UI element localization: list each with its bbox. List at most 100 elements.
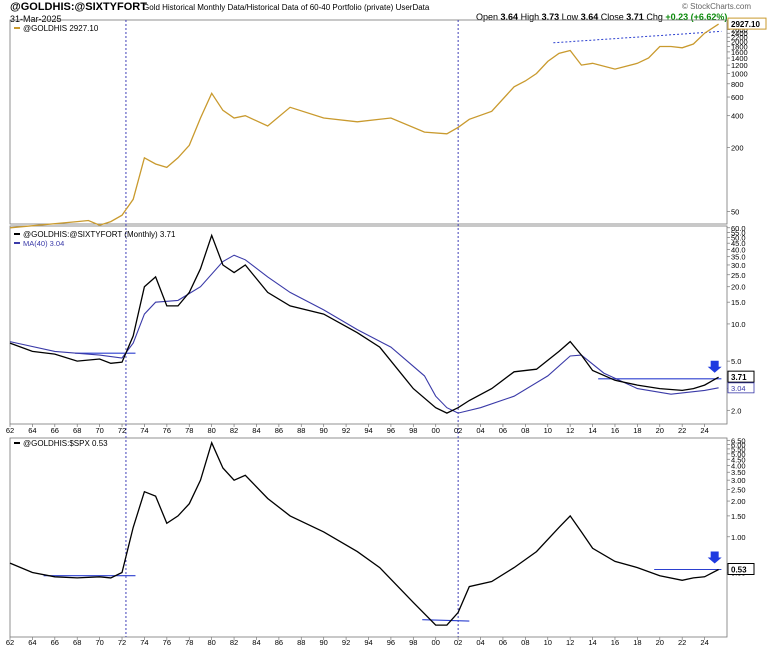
ratio-last-value-box <box>727 370 755 383</box>
ratio-xtick-label: 74 <box>140 426 148 435</box>
ratio-ytick-label: 30.0 <box>731 261 746 270</box>
ma40-last-value-box <box>727 382 755 394</box>
gold-ytick-label: 1600 <box>731 48 748 57</box>
ratio-xtick-label: 98 <box>409 426 417 435</box>
spx-xtick-label: 02 <box>454 638 462 647</box>
ratio-legend-label: @GOLDHIS:@SIXTYFORT (Monthly) 3.71 <box>23 230 176 239</box>
spx-legend-label: @GOLDHIS:$SPX 0.53 <box>23 439 108 448</box>
ratio-ytick-label: 60.0 <box>731 224 746 233</box>
ratio-xtick-label: 68 <box>73 426 81 435</box>
ratio-xtick-label: 62 <box>6 426 14 435</box>
low-value: 3.64 <box>580 12 599 22</box>
spx-xtick-label: 98 <box>409 638 417 647</box>
gold-ytick-label: 400 <box>731 112 744 121</box>
spx-last-value-box <box>727 562 755 575</box>
gold-ytick-label: 2400 <box>731 29 748 38</box>
spx-xtick-label: 22 <box>678 638 686 647</box>
spx-xtick-label: 78 <box>185 638 193 647</box>
ratio-xtick-label: 72 <box>118 426 126 435</box>
ratio-xtick-label: 80 <box>207 426 215 435</box>
ratio-line <box>9 233 719 414</box>
open-label: Open <box>476 12 499 22</box>
spx-xtick-label: 76 <box>163 638 171 647</box>
ratio-xtick-label: 64 <box>28 426 36 435</box>
spx-down-arrow-icon <box>707 551 722 564</box>
spx-ytick-label: 3.50 <box>731 468 746 477</box>
ratio-xtick-label: 00 <box>432 426 440 435</box>
spx-xtick-label: 74 <box>140 638 148 647</box>
ratio-xtick-label: 96 <box>387 426 395 435</box>
ratio-ytick-label: 20.0 <box>731 283 746 292</box>
spx-ytick-label: 2.50 <box>731 486 746 495</box>
ratio-ytick-label: 50.0 <box>731 234 746 243</box>
spx-xtick-label: 88 <box>297 638 305 647</box>
ratio-last-value: 3.71 <box>731 373 747 382</box>
gold-legend-label: @GOLDHIS 2927.10 <box>23 24 99 33</box>
ratio-xtick-label: 70 <box>95 426 103 435</box>
ratio-xtick-label: 10 <box>544 426 552 435</box>
ratio-ytick-label: 55.0 <box>731 228 746 237</box>
ratio-xtick-label: 18 <box>633 426 641 435</box>
spx-ytick-label: 4.00 <box>731 461 746 470</box>
gold-ytick-label: 200 <box>731 144 744 153</box>
ratio-xtick-label: 20 <box>656 426 664 435</box>
close-label: Close <box>600 12 624 22</box>
ratio-xtick-label: 02 <box>454 426 462 435</box>
spx-ytick-label: 6.00 <box>731 440 746 449</box>
ratio-xtick-label: 12 <box>566 426 574 435</box>
spx-xtick-label: 16 <box>611 638 619 647</box>
ratio-pane: 60.055.050.045.040.035.030.025.0 20.0 15.0… <box>6 224 755 435</box>
spx-xtick-label: 92 <box>342 638 350 647</box>
spx-xtick-label: 64 <box>28 638 36 647</box>
spx-xtick-label: 72 <box>118 638 126 647</box>
ratio-xtick-label: 76 <box>163 426 171 435</box>
high-label: High <box>520 12 540 22</box>
ratio-ytick-label: 25.0 <box>731 271 746 280</box>
gold-last-value-box <box>727 17 767 30</box>
gold-last-value: 2927.10 <box>731 20 760 29</box>
gold-ytick-label: 50 <box>731 207 739 216</box>
ratio-xtick-label: 78 <box>185 426 193 435</box>
gold-ytick-label: 2600 <box>731 26 748 35</box>
spx-xtick-label: 00 <box>432 638 440 647</box>
spx-xtick-label: 90 <box>320 638 328 647</box>
high-value: 3.73 <box>541 12 560 22</box>
ratio-ytick-label: 15.0 <box>731 298 746 307</box>
gold-trendline <box>553 30 722 44</box>
ratio-xtick-label: 66 <box>51 426 59 435</box>
spx-ytick-label: 6.50 <box>731 436 746 445</box>
ratio-ytick-label: 2.0 <box>731 406 741 415</box>
ratio-ytick-label: 5.0 <box>731 357 741 366</box>
data-source: UserData <box>395 3 430 12</box>
gold-ytick-label: 1800 <box>731 42 748 51</box>
ratio-ytick-label: 10.0 <box>731 320 746 329</box>
low-label: Low <box>561 12 579 22</box>
chart-description: Gold Historical Monthly Data/Historical … <box>143 3 429 12</box>
spx-xtick-label: 04 <box>476 638 484 647</box>
gold-ytick-label: 600 <box>731 93 744 102</box>
gold-ytick-label: 1200 <box>731 61 748 70</box>
spx-hline-2000 <box>422 619 470 622</box>
spx-ytick-label: 4.50 <box>731 455 746 464</box>
ratio-xtick-label: 16 <box>611 426 619 435</box>
spx-xtick-label: 66 <box>51 638 59 647</box>
ratio-xtick-label: 06 <box>499 426 507 435</box>
pane-frame-2 <box>9 225 728 425</box>
spx-xtick-label: 68 <box>73 638 81 647</box>
spx-last-value: 0.53 <box>731 565 747 574</box>
spx-pane: 6.506.005.505.004.504.003.503.002.50 2.00… <box>6 436 755 647</box>
gold-ytick-label: 1400 <box>731 54 748 63</box>
ratio-xtick-label: 92 <box>342 426 350 435</box>
close-value: 3.71 <box>626 12 644 22</box>
spx-xtick-label: 70 <box>95 638 103 647</box>
gold-ytick-label: 2200 <box>731 33 748 42</box>
spx-ytick-label: 1.50 <box>731 512 746 521</box>
pane-frame-1 <box>9 19 728 225</box>
spx-xtick-label: 94 <box>364 638 372 647</box>
ratio-xtick-label: 88 <box>297 426 305 435</box>
ratio-xtick-label: 14 <box>588 426 596 435</box>
pane-frame-3 <box>9 437 728 638</box>
gold-ytick-label: 1000 <box>731 70 748 79</box>
